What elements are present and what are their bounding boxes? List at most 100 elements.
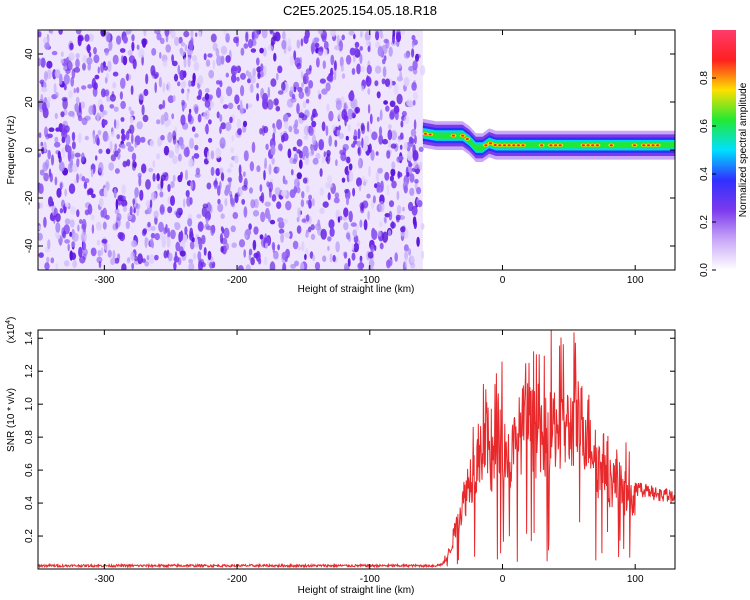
noise-blob bbox=[319, 168, 323, 177]
noise-blob bbox=[139, 189, 144, 201]
colorbar-tick-label: 0.6 bbox=[699, 119, 710, 133]
noise-blob bbox=[103, 89, 110, 97]
noise-blob bbox=[355, 108, 359, 114]
noise-blob bbox=[163, 227, 167, 235]
noise-blob bbox=[272, 35, 278, 41]
noise-blob bbox=[243, 171, 246, 177]
noise-blob bbox=[347, 108, 354, 120]
noise-blob bbox=[38, 143, 42, 154]
noise-blob bbox=[393, 83, 399, 96]
noise-blob bbox=[365, 76, 372, 87]
x-tick-label: -300 bbox=[94, 574, 114, 585]
noise-blob bbox=[82, 54, 88, 65]
noise-blob bbox=[54, 136, 59, 143]
noise-blob bbox=[220, 45, 228, 55]
noise-blob bbox=[281, 81, 286, 91]
noise-blob bbox=[360, 65, 365, 73]
noise-blob bbox=[292, 240, 299, 250]
noise-blob bbox=[97, 249, 102, 257]
noise-blob bbox=[101, 239, 108, 244]
noise-blob bbox=[412, 216, 417, 226]
noise-blob bbox=[329, 30, 337, 37]
noise-blob bbox=[396, 190, 400, 201]
noise-blob bbox=[166, 83, 169, 91]
noise-blob bbox=[159, 52, 162, 59]
noise-blob bbox=[329, 227, 335, 237]
noise-blob bbox=[375, 41, 381, 48]
noise-blob bbox=[354, 41, 360, 48]
noise-blob bbox=[303, 75, 307, 85]
noise-blob bbox=[298, 159, 303, 169]
noise-blob bbox=[174, 36, 180, 47]
noise-blob bbox=[380, 30, 383, 39]
noise-blob bbox=[231, 134, 235, 142]
noise-blob bbox=[371, 131, 378, 141]
noise-blob bbox=[59, 73, 63, 85]
noise-blob bbox=[54, 141, 61, 148]
noise-blob bbox=[149, 139, 154, 147]
noise-blob bbox=[58, 30, 63, 35]
noise-blob bbox=[39, 202, 44, 209]
noise-blob bbox=[357, 262, 364, 270]
colorbar: 0.0 0.2 0.4 0.6 0.8 Normalized spectral ampl… bbox=[699, 30, 749, 277]
noise-blob bbox=[396, 76, 403, 82]
noise-blob bbox=[390, 221, 396, 229]
noise-blob bbox=[130, 85, 134, 95]
noise-blob bbox=[310, 42, 316, 53]
snr-series bbox=[38, 330, 675, 569]
noise-blob bbox=[389, 175, 394, 182]
noise-blob bbox=[368, 128, 372, 134]
noise-blob bbox=[125, 30, 132, 35]
noise-blob bbox=[357, 147, 361, 155]
noise-blob bbox=[311, 198, 315, 207]
noise-blob bbox=[411, 81, 417, 91]
noise-blob bbox=[288, 231, 293, 239]
noise-blob bbox=[103, 243, 110, 251]
noise-blob bbox=[172, 174, 176, 182]
noise-blob bbox=[69, 158, 74, 169]
noise-blob bbox=[421, 250, 425, 260]
noise-blob bbox=[110, 131, 115, 137]
noise-blob bbox=[316, 57, 320, 68]
y-tick-label: 0.2 bbox=[24, 529, 35, 543]
noise-blob bbox=[172, 95, 176, 102]
noise-blob bbox=[374, 183, 378, 189]
snr-x-ticks: -300 -200 -100 0 100 bbox=[94, 330, 644, 585]
x-tick-label: 100 bbox=[627, 574, 644, 585]
noise-blob bbox=[325, 82, 331, 92]
noise-blob bbox=[259, 70, 264, 78]
noise-blob bbox=[142, 114, 149, 123]
noise-blob bbox=[383, 216, 387, 223]
noise-blob bbox=[173, 73, 179, 82]
noise-blob bbox=[249, 161, 255, 172]
noise-blob bbox=[385, 39, 390, 49]
noise-blob bbox=[270, 144, 276, 156]
noise-blob bbox=[318, 139, 325, 151]
noise-blob bbox=[178, 36, 183, 44]
noise-blob bbox=[382, 231, 389, 243]
noise-blob bbox=[107, 249, 112, 258]
noise-blob bbox=[214, 184, 218, 190]
noise-blob bbox=[238, 239, 246, 248]
noise-blob bbox=[167, 252, 173, 262]
noise-blob bbox=[81, 176, 86, 182]
colorbar-ticks: 0.0 0.2 0.4 0.6 0.8 bbox=[699, 71, 716, 277]
ridge-peak-red bbox=[512, 144, 516, 147]
noise-blob bbox=[377, 46, 383, 57]
noise-blob bbox=[326, 103, 330, 112]
noise-blob bbox=[74, 103, 79, 113]
noise-blob bbox=[241, 198, 246, 205]
noise-blob bbox=[302, 177, 308, 184]
noise-blob bbox=[328, 219, 335, 229]
noise-blob bbox=[318, 93, 322, 100]
noise-blob bbox=[161, 236, 166, 248]
noise-blob bbox=[207, 250, 212, 261]
ridge-peak-red bbox=[461, 134, 465, 137]
y-tick-label: 0.8 bbox=[24, 430, 35, 444]
noise-blob bbox=[95, 134, 100, 146]
noise-blob bbox=[194, 106, 199, 115]
noise-blob bbox=[159, 204, 165, 215]
noise-blob bbox=[131, 152, 137, 162]
noise-blob bbox=[121, 199, 128, 207]
noise-blob bbox=[403, 115, 410, 125]
